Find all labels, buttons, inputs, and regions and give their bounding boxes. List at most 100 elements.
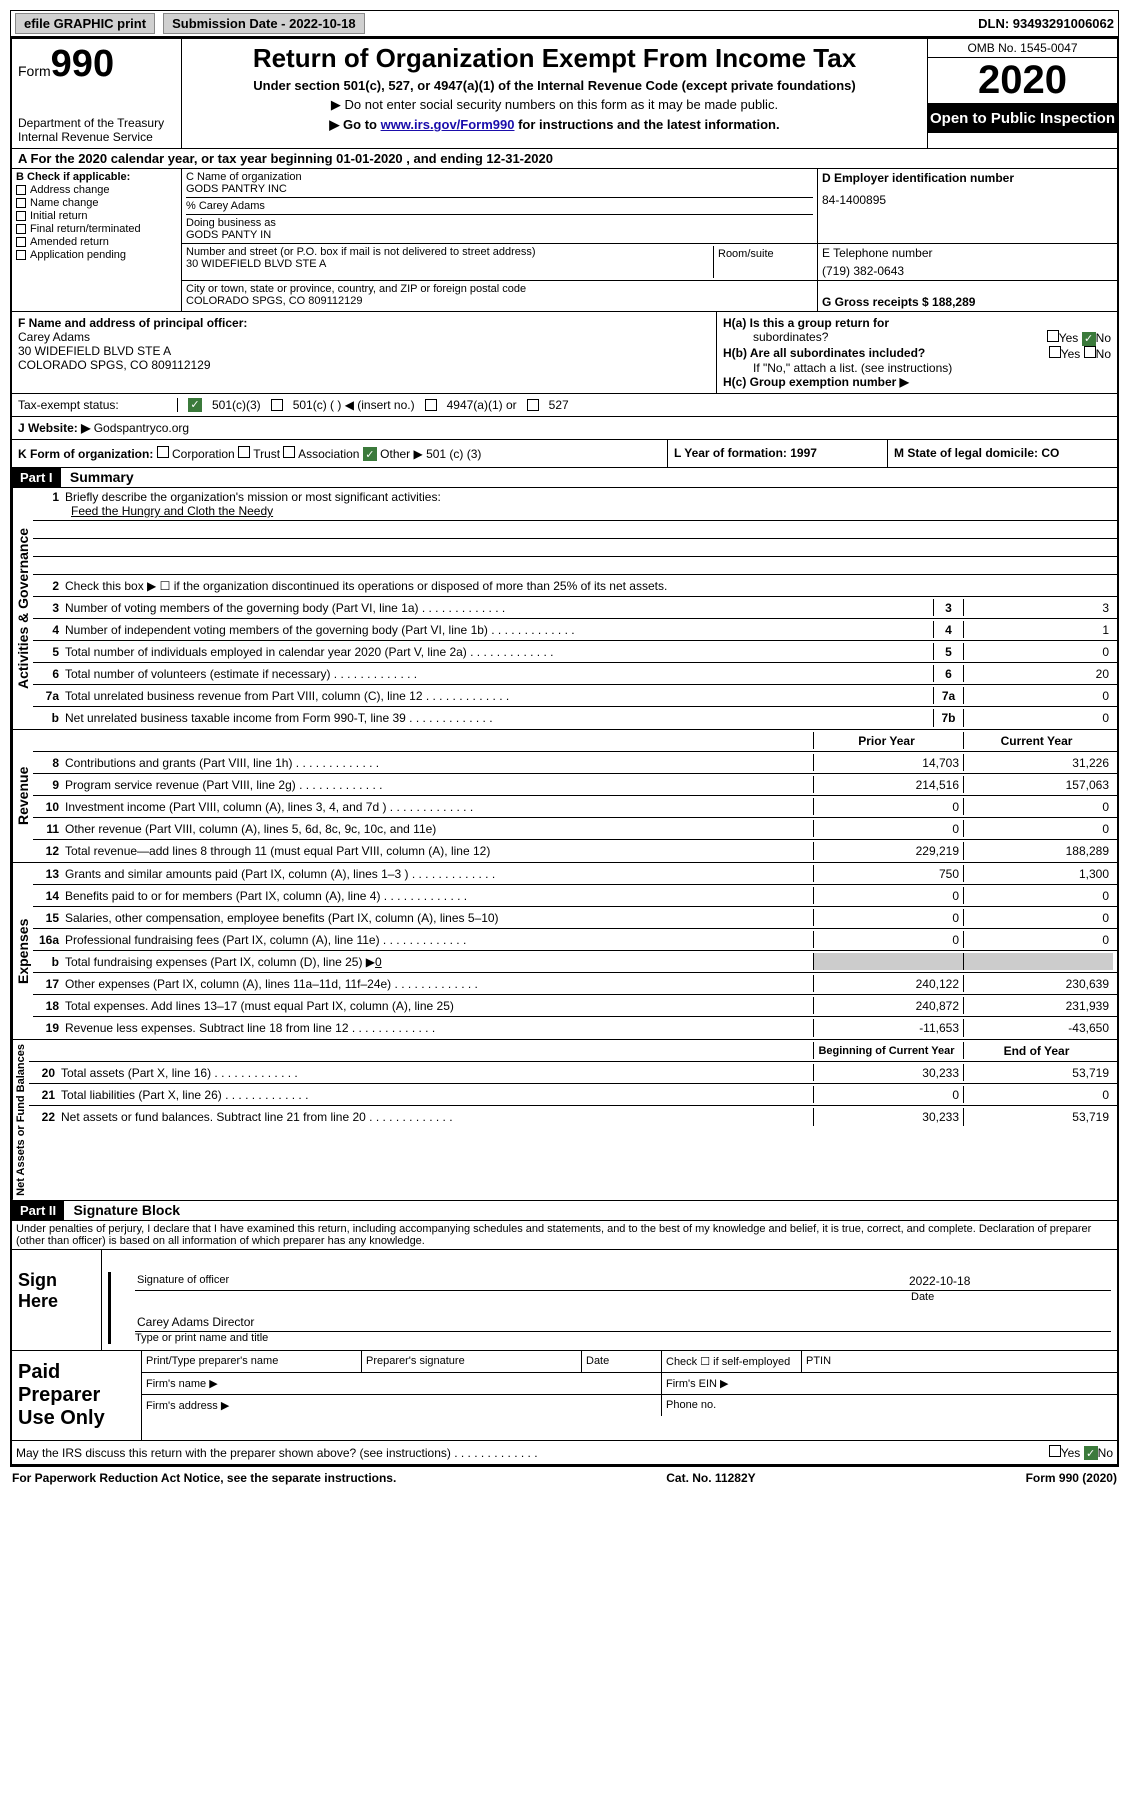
discuss-yes-box[interactable] — [1049, 1445, 1061, 1457]
lbl-assoc: Association — [298, 447, 359, 461]
tax-status-label: Tax-exempt status: — [18, 398, 178, 412]
ln17-prior: 240,122 — [813, 975, 963, 992]
ln7a-val: 0 — [963, 687, 1113, 704]
ln21-current: 0 — [963, 1086, 1113, 1103]
city-value: COLORADO SPGS, CO 809112129 — [186, 295, 813, 307]
ln18-current: 231,939 — [963, 997, 1113, 1014]
lbl-name-change: Name change — [30, 197, 99, 209]
ha-no-box[interactable]: ✓ — [1082, 332, 1096, 346]
ln6-val: 20 — [963, 665, 1113, 682]
chk-final-return[interactable] — [16, 224, 26, 234]
ln22-current: 53,719 — [963, 1108, 1113, 1126]
section-f: F Name and address of principal officer:… — [12, 312, 717, 393]
ln8-prior: 14,703 — [813, 754, 963, 771]
lbl-amended: Amended return — [30, 236, 109, 248]
section-cde: C Name of organization GODS PANTRY INC %… — [182, 169, 1117, 311]
efile-btn[interactable]: efile GRAPHIC print — [15, 13, 155, 34]
irs-link[interactable]: www.irs.gov/Form990 — [381, 117, 515, 132]
chk-address-change[interactable] — [16, 185, 26, 195]
ln1-num: 1 — [37, 490, 65, 504]
chk-name-change[interactable] — [16, 198, 26, 208]
chk-501c[interactable] — [271, 399, 283, 411]
irs-discuss-row: May the IRS discuss this return with the… — [12, 1441, 1117, 1466]
ha-no: No — [1096, 331, 1111, 345]
ln11-current: 0 — [963, 820, 1113, 837]
hb-note: If "No," attach a list. (see instruction… — [753, 361, 1111, 375]
section-d: D Employer identification number 84-1400… — [817, 169, 1117, 243]
ln18-text: Total expenses. Add lines 13–17 (must eq… — [65, 999, 813, 1013]
chk-pending[interactable] — [16, 250, 26, 260]
ln5-val: 0 — [963, 643, 1113, 660]
ha-yes-box[interactable] — [1047, 330, 1059, 342]
hb-no-box[interactable] — [1084, 346, 1096, 358]
discuss-text: May the IRS discuss this return with the… — [16, 1446, 1049, 1460]
header-right: OMB No. 1545-0047 2020 Open to Public In… — [927, 39, 1117, 148]
ln8-text: Contributions and grants (Part VIII, lin… — [65, 756, 813, 770]
lbl-4947: 4947(a)(1) or — [447, 398, 517, 412]
dept-treasury: Department of the Treasury Internal Reve… — [18, 116, 175, 144]
paid-preparer-section: Paid Preparer Use Only Print/Type prepar… — [12, 1351, 1117, 1441]
ln9-prior: 214,516 — [813, 776, 963, 793]
ln12-text: Total revenue—add lines 8 through 11 (mu… — [65, 844, 813, 858]
dba-label: Doing business as — [186, 217, 813, 229]
chk-assoc[interactable] — [283, 446, 295, 458]
street-address: 30 WIDEFIELD BLVD STE A — [186, 258, 713, 270]
part1-header-row: Part I Summary — [12, 468, 1117, 488]
prep-date-label: Date — [582, 1351, 662, 1372]
ein-value: 84-1400895 — [822, 193, 1113, 207]
omb-number: OMB No. 1545-0047 — [928, 39, 1117, 58]
chk-527[interactable] — [527, 399, 539, 411]
chk-501c3[interactable]: ✓ — [188, 398, 202, 412]
officer-name: Carey Adams — [18, 330, 710, 344]
tax-year-text: For the 2020 calendar year, or tax year … — [31, 151, 553, 166]
section-b: B Check if applicable: Address change Na… — [12, 169, 182, 311]
section-b-label: B Check if applicable: — [16, 171, 177, 183]
prep-ptin-label: PTIN — [802, 1351, 1117, 1372]
lbl-corp: Corporation — [172, 447, 235, 461]
sign-here-label: Sign Here — [12, 1250, 102, 1350]
lbl-trust: Trust — [253, 447, 280, 461]
discuss-no-box[interactable]: ✓ — [1084, 1446, 1098, 1460]
ln13-text: Grants and similar amounts paid (Part IX… — [65, 867, 813, 881]
k-label: K Form of organization: — [18, 447, 153, 461]
chk-4947[interactable] — [425, 399, 437, 411]
begin-year-hdr: Beginning of Current Year — [813, 1042, 963, 1059]
header-left: Form990 Department of the Treasury Inter… — [12, 39, 182, 148]
ln16b-prior-grey — [813, 953, 963, 970]
tax-exempt-row: Tax-exempt status: ✓501(c)(3) 501(c) ( )… — [12, 394, 1117, 417]
ln16a-current: 0 — [963, 931, 1113, 948]
officer-addr2: COLORADO SPGS, CO 809112129 — [18, 358, 710, 372]
lbl-pending: Application pending — [30, 249, 126, 261]
phone-label: E Telephone number — [822, 246, 1113, 260]
ln19-current: -43,650 — [963, 1019, 1113, 1037]
website-label: J Website: ▶ — [18, 421, 90, 435]
part1-title: Summary — [64, 467, 140, 487]
chk-initial-return[interactable] — [16, 211, 26, 221]
chk-corp[interactable] — [157, 446, 169, 458]
footer-left: For Paperwork Reduction Act Notice, see … — [12, 1471, 396, 1485]
mission-blank-1 — [33, 521, 1117, 539]
prior-year-hdr: Prior Year — [813, 732, 963, 749]
form-subtitle-1: Under section 501(c), 527, or 4947(a)(1)… — [190, 78, 919, 93]
room-suite: Room/suite — [713, 246, 813, 278]
sign-here-section: Sign Here Signature of officer 2022-10-1… — [12, 1250, 1117, 1351]
open-to-public: Open to Public Inspection — [928, 104, 1117, 133]
ln3-val: 3 — [963, 599, 1113, 616]
ln17-text: Other expenses (Part IX, column (A), lin… — [65, 977, 813, 991]
hb-yes-box[interactable] — [1049, 346, 1061, 358]
firm-phone-label: Phone no. — [662, 1395, 1117, 1416]
chk-trust[interactable] — [238, 446, 250, 458]
vert-activities: Activities & Governance — [12, 488, 33, 729]
mission-text: Feed the Hungry and Cloth the Needy — [37, 504, 1113, 518]
lbl-final-return: Final return/terminated — [30, 223, 141, 235]
ln16a-text: Professional fundraising fees (Part IX, … — [65, 933, 813, 947]
revenue-section: Revenue Prior YearCurrent Year 8Contribu… — [12, 730, 1117, 863]
chk-amended[interactable] — [16, 237, 26, 247]
ha-yes: Yes — [1059, 331, 1079, 345]
mission-blank-3 — [33, 557, 1117, 575]
penalty-text: Under penalties of perjury, I declare th… — [12, 1221, 1117, 1250]
dba-name: GODS PANTY IN — [186, 229, 813, 241]
l-label: L Year of formation: 1997 — [674, 446, 817, 460]
chk-other[interactable]: ✓ — [363, 447, 377, 461]
ln19-prior: -11,653 — [813, 1019, 963, 1037]
